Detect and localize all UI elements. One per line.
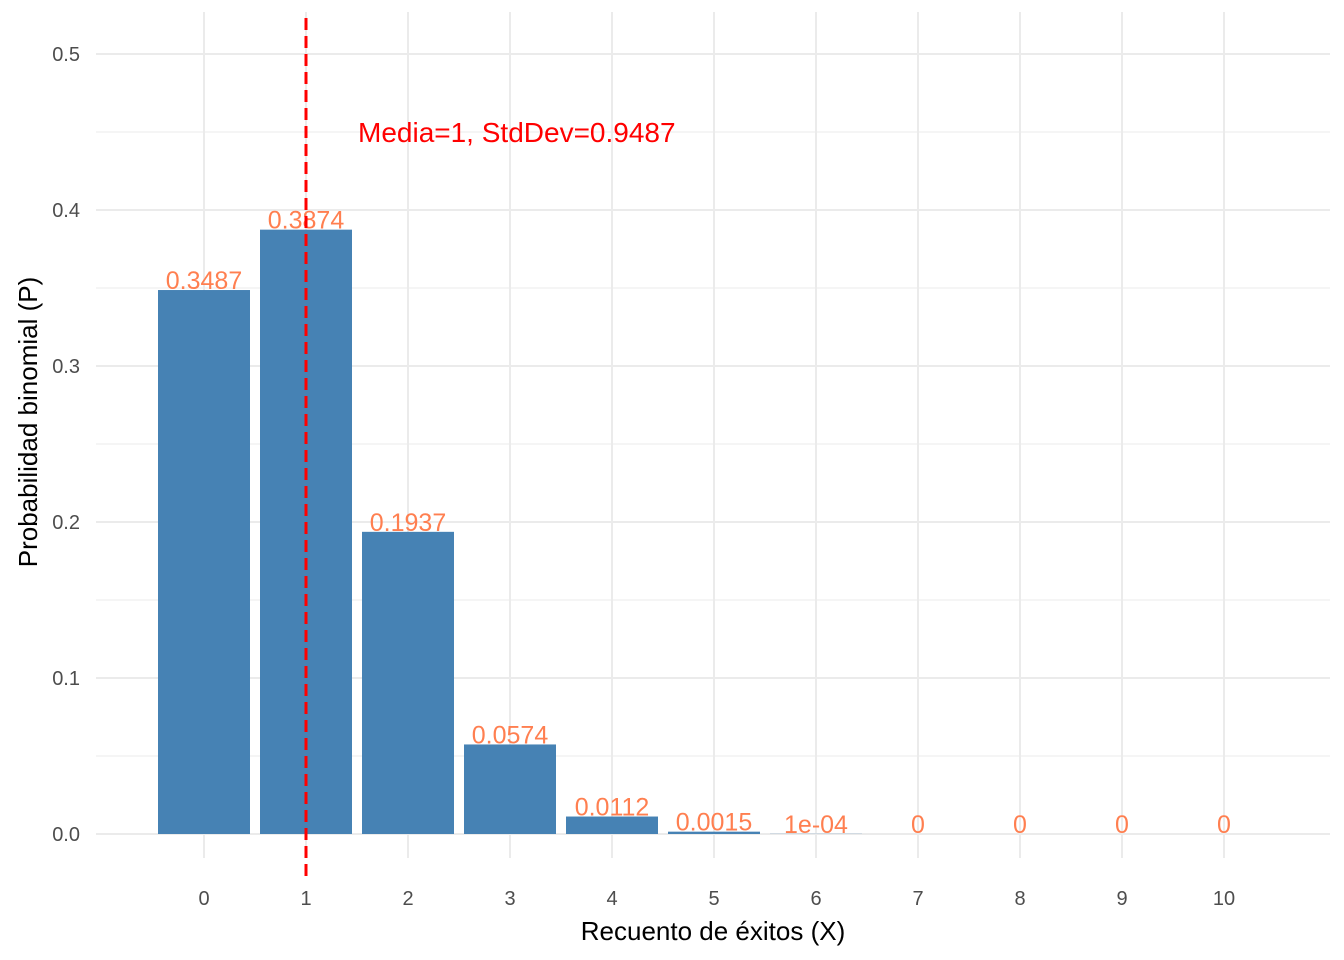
x-tick-label: 2: [402, 888, 413, 910]
data-label-7: 0: [911, 811, 925, 839]
bar-2: [362, 531, 454, 834]
bar-4: [566, 816, 658, 834]
x-tick-label: 3: [504, 888, 515, 910]
y-tick-label: 0.4: [52, 200, 80, 222]
y-tick-label: 0.0: [52, 824, 80, 846]
data-label-4: 0.0112: [575, 794, 650, 822]
annotation-group: Media=1, StdDev=0.9487: [358, 117, 676, 148]
x-tick-label: 1: [300, 888, 311, 910]
x-tick-label: 8: [1014, 888, 1025, 910]
x-tick-label: 7: [912, 888, 923, 910]
x-tick-label: 10: [1213, 888, 1235, 910]
y-tick-label: 0.3: [52, 356, 80, 378]
x-tick-label: 4: [606, 888, 617, 910]
x-tick-label: 9: [1116, 888, 1127, 910]
data-label-10: 0: [1217, 811, 1231, 839]
data-label-3: 0.0574: [472, 721, 549, 749]
y-axis-title: Probabilidad binomial (P): [13, 277, 43, 567]
x-tick-label: 5: [708, 888, 719, 910]
x-tick-label: 0: [198, 888, 209, 910]
data-label-5: 0.0015: [676, 809, 752, 837]
data-label-8: 0: [1013, 811, 1027, 839]
bar-3: [464, 744, 556, 834]
data-label-0: 0.3487: [166, 267, 242, 295]
bar-5: [668, 831, 760, 834]
x-axis-title: Recuento de éxitos (X): [581, 916, 845, 946]
annotation-text: Media=1, StdDev=0.9487: [358, 117, 676, 148]
axes: 0.0 0.1 0.2 0.3 0.4 0.5 0 1 2 3 4 5 6 7 8 9 10 Recuento d…: [13, 44, 1235, 946]
data-label-9: 0: [1115, 811, 1129, 839]
y-tick-label: 0.2: [52, 512, 80, 534]
data-label-2: 0.1937: [370, 509, 446, 537]
bar-0: [158, 290, 250, 834]
data-label-6: 1e-04: [784, 811, 848, 839]
y-tick-label: 0.1: [52, 668, 80, 690]
x-tick-label: 6: [810, 888, 821, 910]
y-tick-label: 0.5: [52, 44, 80, 66]
